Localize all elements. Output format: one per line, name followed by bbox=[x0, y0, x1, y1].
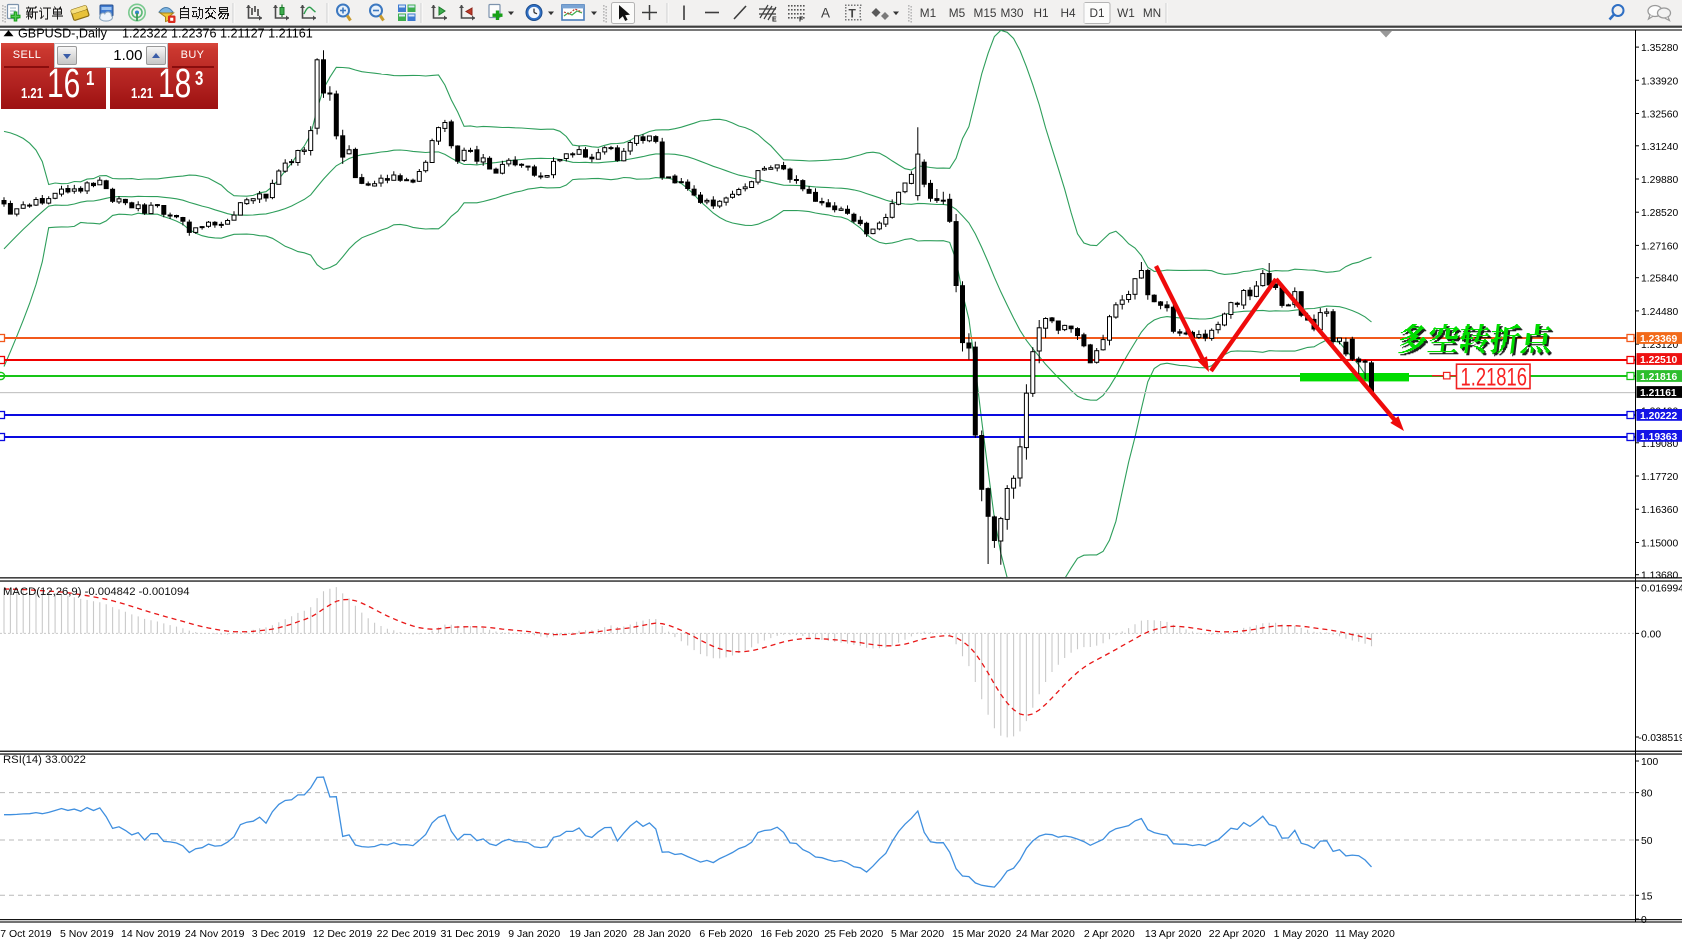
svg-text:80: 80 bbox=[1641, 789, 1653, 800]
svg-text:22 Apr 2020: 22 Apr 2020 bbox=[1209, 928, 1266, 940]
svg-text:100: 100 bbox=[1641, 757, 1658, 768]
svg-text:1.27160: 1.27160 bbox=[1641, 241, 1678, 252]
svg-text:28 Jan 2020: 28 Jan 2020 bbox=[633, 928, 691, 940]
svg-text:0.016994: 0.016994 bbox=[1641, 584, 1682, 595]
svg-text:F: F bbox=[799, 17, 804, 24]
svg-text:RSI(14) 33.0022: RSI(14) 33.0022 bbox=[3, 754, 86, 766]
svg-text:2 Apr 2020: 2 Apr 2020 bbox=[1084, 928, 1135, 940]
svg-text:1.19363: 1.19363 bbox=[1640, 432, 1677, 443]
svg-text:0.00: 0.00 bbox=[1641, 629, 1661, 640]
svg-text:9 Jan 2020: 9 Jan 2020 bbox=[508, 928, 560, 940]
svg-text:H1: H1 bbox=[1033, 6, 1048, 20]
svg-text:GBPUSD-,Daily: GBPUSD-,Daily bbox=[18, 27, 108, 41]
svg-text:M5: M5 bbox=[949, 6, 966, 20]
svg-text:1.21816: 1.21816 bbox=[1640, 372, 1677, 383]
svg-text:A: A bbox=[821, 6, 830, 21]
svg-text:5 Nov 2019: 5 Nov 2019 bbox=[60, 928, 114, 940]
svg-text:16 Feb 2020: 16 Feb 2020 bbox=[760, 928, 819, 940]
svg-text:15 Mar 2020: 15 Mar 2020 bbox=[952, 928, 1011, 940]
svg-text:12 Dec 2019: 12 Dec 2019 bbox=[313, 928, 373, 940]
svg-text:1.31240: 1.31240 bbox=[1641, 142, 1678, 153]
svg-text:1.19080: 1.19080 bbox=[1641, 439, 1678, 450]
svg-text:M1: M1 bbox=[920, 6, 936, 20]
svg-text:1.23120: 1.23120 bbox=[1641, 340, 1678, 351]
svg-text:M30: M30 bbox=[1001, 6, 1024, 20]
svg-text:1 May 2020: 1 May 2020 bbox=[1274, 928, 1329, 940]
svg-text:0: 0 bbox=[1641, 915, 1647, 926]
svg-text:1.22510: 1.22510 bbox=[1640, 355, 1677, 366]
svg-text:27 Oct 2019: 27 Oct 2019 bbox=[0, 928, 52, 940]
svg-text:H4: H4 bbox=[1060, 6, 1076, 20]
svg-text:1.13680: 1.13680 bbox=[1641, 571, 1678, 582]
svg-text:25 Feb 2020: 25 Feb 2020 bbox=[824, 928, 883, 940]
svg-text:-0.038519: -0.038519 bbox=[1638, 733, 1682, 744]
svg-text:6 Feb 2020: 6 Feb 2020 bbox=[699, 928, 752, 940]
svg-text:MN: MN bbox=[1143, 6, 1161, 20]
svg-text:1.20222: 1.20222 bbox=[1640, 411, 1677, 422]
svg-text:22 Dec 2019: 22 Dec 2019 bbox=[377, 928, 437, 940]
svg-text:19 Jan 2020: 19 Jan 2020 bbox=[569, 928, 627, 940]
svg-text:1.24480: 1.24480 bbox=[1641, 307, 1678, 318]
svg-text:1.23369: 1.23369 bbox=[1640, 334, 1677, 345]
svg-text:31 Dec 2019: 31 Dec 2019 bbox=[441, 928, 501, 940]
svg-text:24 Nov 2019: 24 Nov 2019 bbox=[185, 928, 245, 940]
svg-text:14 Nov 2019: 14 Nov 2019 bbox=[121, 928, 181, 940]
svg-text:13 Apr 2020: 13 Apr 2020 bbox=[1145, 928, 1202, 940]
svg-text:24 Mar 2020: 24 Mar 2020 bbox=[1016, 928, 1075, 940]
svg-text:1.32560: 1.32560 bbox=[1641, 110, 1678, 121]
svg-text:5 Mar 2020: 5 Mar 2020 bbox=[891, 928, 944, 940]
svg-text:MACD(12,26,9) -0.004842 -0.001: MACD(12,26,9) -0.004842 -0.001094 bbox=[3, 586, 190, 598]
svg-text:1.33920: 1.33920 bbox=[1641, 76, 1678, 87]
svg-text:D1: D1 bbox=[1089, 6, 1104, 20]
svg-text:1.28520: 1.28520 bbox=[1641, 208, 1678, 219]
svg-text:1.16360: 1.16360 bbox=[1641, 505, 1678, 516]
svg-text:50: 50 bbox=[1641, 836, 1653, 847]
svg-text:1.21161: 1.21161 bbox=[1640, 388, 1677, 399]
svg-text:E: E bbox=[772, 17, 777, 24]
svg-text:1.25840: 1.25840 bbox=[1641, 274, 1678, 285]
svg-text:W1: W1 bbox=[1117, 6, 1135, 20]
svg-text:1.22322 1.22376 1.21127 1.2116: 1.22322 1.22376 1.21127 1.21161 bbox=[122, 27, 313, 41]
svg-text:11 May 2020: 11 May 2020 bbox=[1335, 928, 1395, 940]
svg-text:1.35280: 1.35280 bbox=[1641, 43, 1678, 54]
svg-text:1.21816: 1.21816 bbox=[1461, 364, 1528, 392]
svg-text:3 Dec 2019: 3 Dec 2019 bbox=[252, 928, 306, 940]
svg-text:1.29880: 1.29880 bbox=[1641, 175, 1678, 186]
svg-text:15: 15 bbox=[1641, 891, 1653, 902]
svg-text:T: T bbox=[849, 7, 857, 21]
svg-text:1.15000: 1.15000 bbox=[1641, 539, 1678, 550]
svg-text:1.17720: 1.17720 bbox=[1641, 472, 1678, 483]
svg-text:M15: M15 bbox=[974, 6, 997, 20]
